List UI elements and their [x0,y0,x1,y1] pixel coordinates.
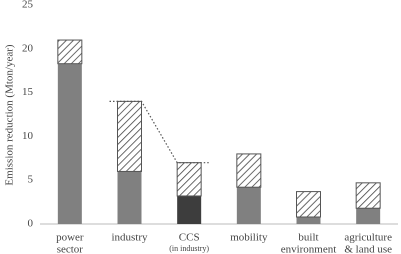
y-tick-label: 5 [28,174,34,186]
x-tick-label: agriculture [344,232,392,244]
bar-segment [236,187,261,224]
bar-segment [236,153,262,188]
bar-segment [176,162,202,197]
bar-segment [296,216,321,224]
x-tick-label: built [298,232,318,244]
x-tick-label: industry [111,232,148,244]
x-tick-label: & land use [344,244,392,254]
bar-segment [356,208,381,224]
x-tick-label: environment [281,244,337,254]
bar-segment [177,195,202,224]
bar-segment [57,39,83,65]
y-tick-label: 0 [28,218,34,230]
y-tick-label: 20 [22,42,34,54]
x-tick-label: mobility [230,232,268,244]
bar-segment [117,171,142,224]
y-tick-label: 10 [22,130,34,142]
y-axis-label: Emission reduction (Mton/year) [4,44,16,185]
x-tick-label: power [56,232,84,244]
bar-segment [57,63,82,224]
x-tick-label: CCS [179,232,200,244]
y-tick-label: 15 [22,86,34,98]
bar-segment [296,191,321,218]
y-tick-label: 25 [22,0,34,11]
bar-segment [117,100,142,172]
x-tick-note: (in industry) [169,244,209,253]
x-tick-label: sector [57,244,84,254]
bar-segment [355,182,381,209]
connector [109,100,210,164]
